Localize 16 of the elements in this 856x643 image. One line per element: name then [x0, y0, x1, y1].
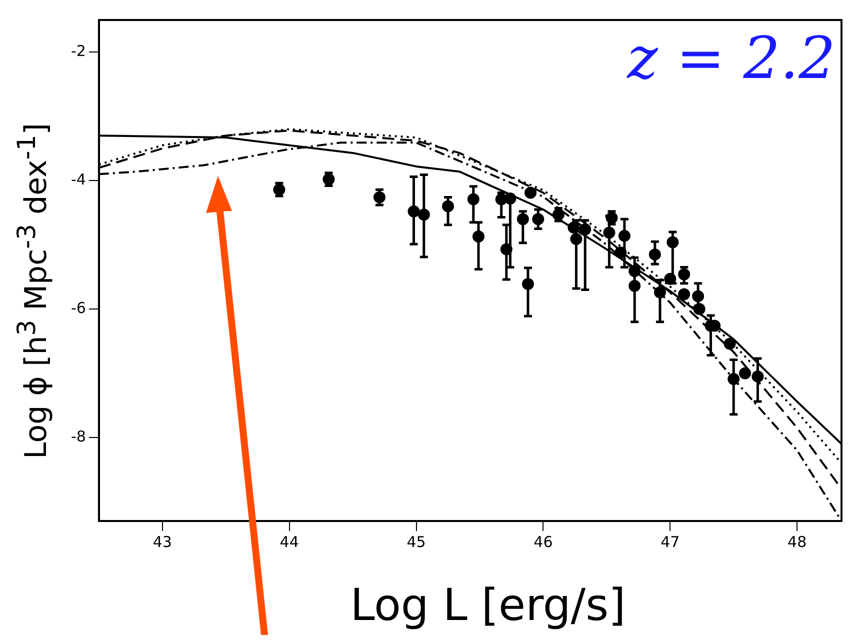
x-tick-label: 46 [534, 532, 553, 551]
y-tick-label: -8 [70, 427, 86, 446]
x-tick-label: 47 [660, 532, 680, 551]
x-tick-label: 43 [152, 532, 172, 551]
point [524, 186, 537, 199]
x-tick-label: 45 [406, 532, 426, 551]
x-tick-label: 44 [280, 532, 299, 551]
point [678, 288, 690, 300]
y-tick-label: -2 [70, 42, 86, 60]
x-axis-title: Log L [erg/s] [349, 580, 627, 631]
y-tick-label: -4 [70, 170, 86, 188]
x-tick-label: 48 [788, 532, 807, 551]
annotation: z = 2.2 [626, 24, 836, 92]
y-tick-label: -6 [70, 298, 86, 317]
point [739, 367, 752, 380]
point [724, 338, 736, 350]
